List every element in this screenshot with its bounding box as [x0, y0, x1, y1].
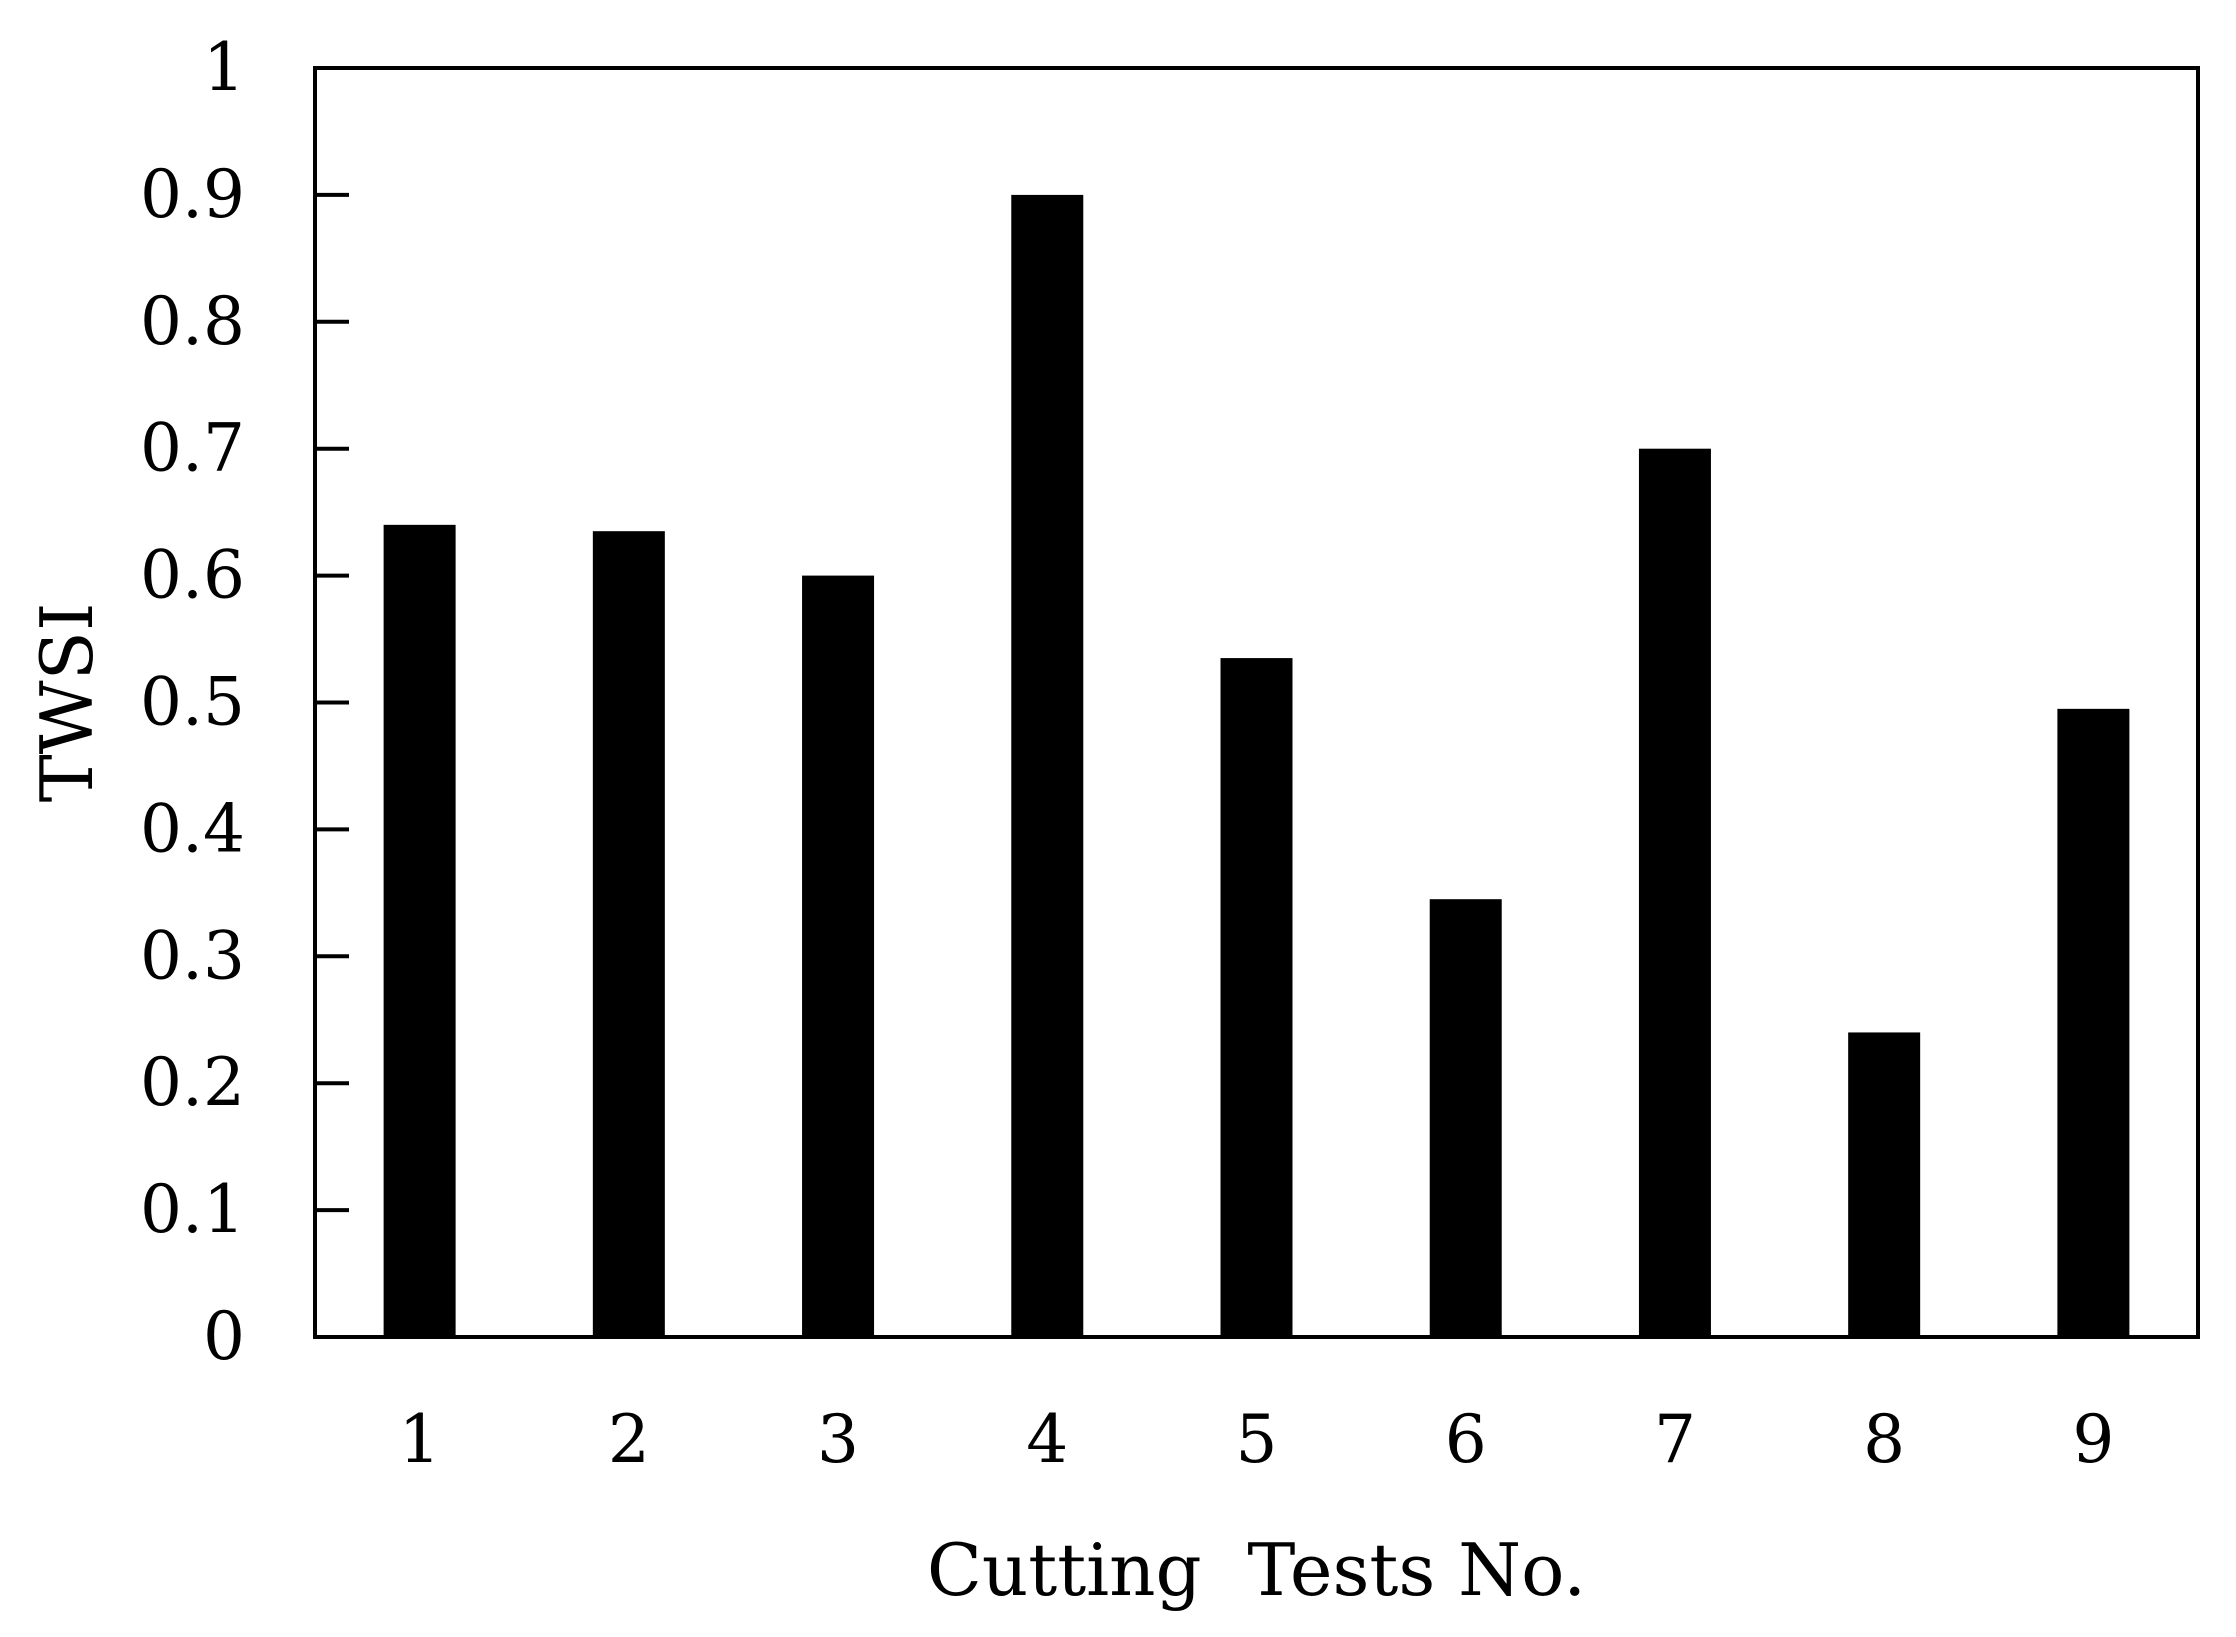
- x-tick-label: 4: [1026, 1401, 1068, 1478]
- y-tick-label: 0.2: [140, 1044, 245, 1121]
- x-tick-label: 2: [608, 1401, 650, 1478]
- y-tick-label: 0.4: [140, 790, 245, 867]
- x-tick-label: 9: [2072, 1401, 2114, 1478]
- bars-group: [383, 194, 2130, 1337]
- x-axis-title: Cutting Tests No.: [927, 1528, 1586, 1612]
- bar-test-2: [592, 531, 665, 1337]
- x-tick-label: 6: [1445, 1401, 1487, 1478]
- bar-test-4: [1011, 194, 1084, 1337]
- y-ticks-group: 0 0.1 0.2 0.3 0.4 0.5 0.6 0.7 0.8 0.9 1: [140, 29, 349, 1375]
- y-tick-label: 0.6: [140, 537, 245, 614]
- y-tick-label: 0: [203, 1298, 245, 1375]
- y-tick-label: 0.5: [140, 664, 245, 741]
- y-tick-label: 0.3: [140, 917, 245, 994]
- y-tick-label: 0.9: [140, 156, 245, 233]
- y-tick-label: 0.8: [140, 283, 245, 360]
- y-tick-label: 0.7: [140, 410, 245, 487]
- bar-test-6: [1429, 899, 1502, 1337]
- y-tick-label: 1: [203, 29, 245, 106]
- y-tick-label: 0.1: [140, 1171, 245, 1248]
- x-tick-label: 8: [1863, 1401, 1905, 1478]
- bar-test-5: [1220, 658, 1293, 1337]
- x-tick-label: 5: [1236, 1401, 1278, 1478]
- bar-test-7: [1638, 448, 1711, 1337]
- bar-test-1: [383, 524, 456, 1337]
- x-tick-label: 7: [1654, 1401, 1696, 1478]
- x-tick-label: 3: [817, 1401, 859, 1478]
- plot-area-frame: [313, 66, 2200, 1339]
- y-axis-title: TWSI: [25, 603, 109, 803]
- bar-test-8: [1848, 1032, 1921, 1337]
- bar-test-3: [802, 575, 875, 1337]
- bar-test-9: [2057, 708, 2130, 1337]
- x-tick-label: 1: [399, 1401, 441, 1478]
- x-ticks-group: 1 2 3 4 5 6 7 8 9: [399, 1401, 2115, 1478]
